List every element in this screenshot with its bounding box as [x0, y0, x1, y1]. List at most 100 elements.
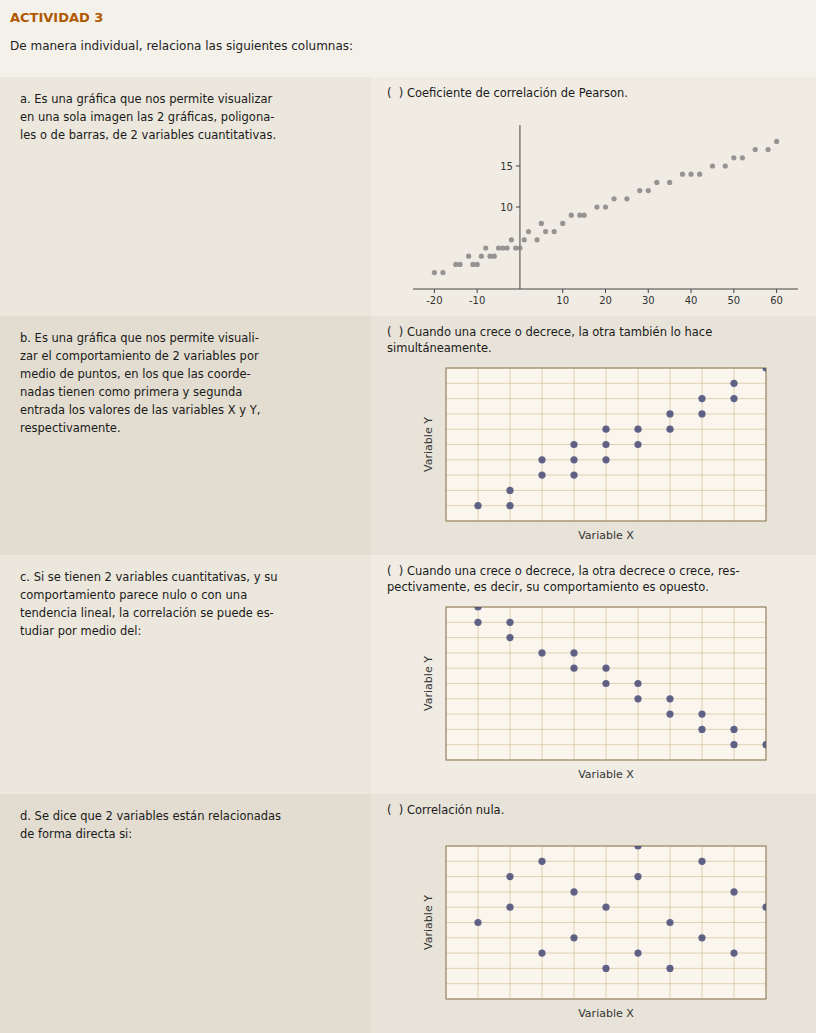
scatter-chart: Variable XVariable Y	[422, 603, 770, 781]
point	[570, 456, 577, 463]
point	[698, 858, 705, 865]
point	[582, 213, 587, 218]
x-tick	[605, 289, 606, 293]
point	[602, 426, 609, 433]
point	[538, 858, 545, 865]
point	[570, 934, 577, 941]
point	[570, 888, 577, 895]
grid-line-y	[446, 505, 766, 506]
points	[474, 607, 766, 748]
point	[570, 472, 577, 479]
point	[740, 155, 745, 160]
x-tick	[691, 289, 692, 293]
grid-line-y	[446, 490, 766, 491]
grid-line-y	[446, 714, 766, 715]
x-axis-label: Variable X	[578, 529, 634, 542]
grid-line-y	[446, 937, 766, 938]
point	[509, 237, 514, 242]
x-tick-label: 40	[685, 295, 698, 306]
point	[570, 665, 577, 672]
point	[667, 180, 672, 185]
point	[594, 204, 599, 209]
point	[731, 155, 736, 160]
point	[634, 680, 641, 687]
statement-text: c. Si se tienen 2 variables cuantitativa…	[20, 570, 277, 638]
row-left-panel	[0, 77, 371, 316]
point	[506, 502, 513, 509]
y-axis-label: Variable Y	[422, 895, 435, 950]
y-tick-label: 10	[500, 202, 513, 213]
point	[569, 213, 574, 218]
point	[457, 262, 462, 267]
grid-line-y	[446, 475, 766, 476]
point	[522, 237, 527, 242]
title: ACTIVIDAD 3	[10, 10, 103, 25]
grid-line-y	[446, 876, 766, 877]
point	[506, 873, 513, 880]
point	[730, 395, 737, 402]
x-axis-label: Variable X	[578, 1007, 634, 1020]
point	[698, 395, 705, 402]
point	[730, 888, 737, 895]
grid-line-y	[446, 383, 766, 384]
point	[666, 426, 673, 433]
point	[698, 726, 705, 733]
point	[730, 741, 737, 748]
grid-line-y	[446, 413, 766, 414]
point	[506, 904, 513, 911]
plot-frame	[446, 607, 766, 760]
point	[602, 456, 609, 463]
row-left-panel	[0, 316, 371, 555]
point	[666, 919, 673, 926]
grid-line-y	[446, 729, 766, 730]
point	[646, 188, 651, 193]
y-tick	[516, 166, 520, 167]
row-right-panel	[371, 555, 816, 794]
point	[697, 172, 702, 177]
x-tick	[434, 289, 435, 293]
option-label: ( ) Coeficiente de correlación de Pearso…	[387, 86, 628, 100]
option-label: ( ) Cuando una crece o decrece, la otra …	[387, 325, 712, 355]
point	[474, 619, 481, 626]
point	[474, 502, 481, 509]
option-label: ( ) Correlación nula.	[387, 803, 504, 817]
point	[730, 950, 737, 957]
point	[538, 649, 545, 656]
point	[538, 456, 545, 463]
point	[506, 619, 513, 626]
grid-line-y	[446, 953, 766, 954]
x-tick-label: 30	[642, 295, 655, 306]
plot-frame	[446, 368, 766, 521]
scatter-chart: Variable X Variable Y	[422, 364, 770, 542]
plot-background	[446, 607, 766, 760]
point	[698, 711, 705, 718]
point	[475, 262, 480, 267]
point	[688, 172, 693, 177]
grid-line-y	[446, 922, 766, 923]
scatter-chart: Variable X Variable Y	[422, 842, 770, 1020]
point	[570, 441, 577, 448]
point	[602, 441, 609, 448]
point	[666, 695, 673, 702]
plot-frame	[446, 846, 766, 999]
point	[474, 607, 481, 611]
point	[479, 254, 484, 259]
grid-line-y	[446, 698, 766, 699]
point	[666, 711, 673, 718]
point	[505, 245, 510, 250]
points	[432, 139, 779, 275]
row-right-panel	[371, 77, 816, 316]
point	[634, 873, 641, 880]
scatter-chart: -20-101020304050601015	[413, 125, 798, 306]
y-axis-label: Variable Y	[422, 656, 435, 711]
point	[634, 426, 641, 433]
x-tick	[648, 289, 649, 293]
point	[602, 904, 609, 911]
point	[506, 634, 513, 641]
y-tick-label: 15	[500, 161, 513, 172]
point	[762, 741, 766, 748]
x-tick	[776, 289, 777, 293]
y-axis-label: Variable Y	[422, 417, 435, 472]
point	[539, 221, 544, 226]
x-tick	[733, 289, 734, 293]
